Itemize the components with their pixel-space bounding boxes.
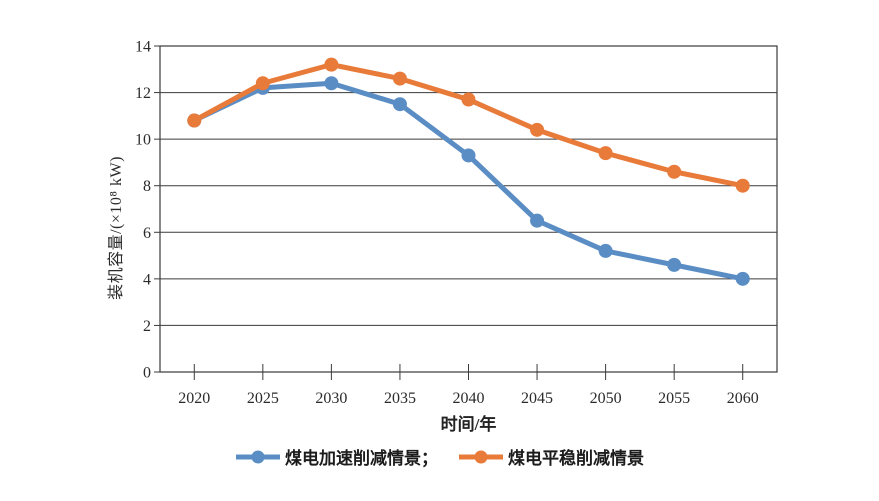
legend-label-accelerated: 煤电加速削减情景； [285, 449, 438, 468]
data-point [530, 122, 545, 137]
data-point [530, 213, 545, 228]
data-point [392, 71, 407, 86]
chart-plot-area: 0 2 4 6 8 10 12 14 2020 2025 2030 2035 2040 2045 2050 2… [135, 39, 778, 407]
y-tick-label: 8 [143, 178, 151, 195]
chart-legend: 煤电加速削减情景； 煤电平稳削减情景 [0, 444, 879, 469]
data-point [667, 164, 682, 179]
data-point [461, 148, 476, 163]
x-tick-label: 2040 [453, 390, 485, 407]
data-point [735, 271, 750, 286]
x-tick-label: 2055 [658, 390, 690, 407]
x-tick-label: 2045 [521, 390, 553, 407]
legend-item-accelerated: 煤电加速削减情景； [235, 444, 438, 469]
legend-marker-orange-line-icon [459, 450, 503, 463]
data-point [187, 113, 202, 128]
data-point [461, 92, 476, 107]
y-tick-label: 12 [135, 85, 151, 102]
y-tick-label: 0 [143, 365, 151, 382]
x-tick-label: 2030 [315, 390, 347, 407]
legend-label-steady: 煤电平稳削减情景 [508, 449, 644, 468]
x-axis-title: 时间/年 [440, 415, 497, 434]
data-point [667, 257, 682, 272]
x-tick-label: 2050 [590, 390, 622, 407]
y-tick-label: 14 [135, 39, 151, 56]
data-point [598, 243, 613, 258]
y-tick-label: 2 [143, 318, 151, 335]
x-tick-label: 2060 [727, 390, 759, 407]
series-line-0 [191, 80, 746, 282]
y-tick-label: 4 [143, 271, 151, 288]
x-tick-label: 2025 [247, 390, 279, 407]
x-tick-label: 2020 [178, 390, 210, 407]
data-point [255, 76, 270, 91]
y-tick-label: 10 [135, 132, 151, 149]
y-axis-title: 装机容量/(×10⁸ kW) [108, 156, 125, 300]
x-tick-label: 2035 [384, 390, 416, 407]
legend-marker-blue-line-icon [236, 450, 280, 463]
legend-item-steady: 煤电平稳削减情景 [458, 444, 644, 469]
y-tick-label: 6 [143, 225, 151, 242]
data-point [324, 57, 339, 72]
data-point [598, 146, 613, 161]
data-point [392, 97, 407, 112]
series-line-1 [191, 62, 746, 189]
data-point [735, 178, 750, 193]
data-point [324, 76, 339, 91]
